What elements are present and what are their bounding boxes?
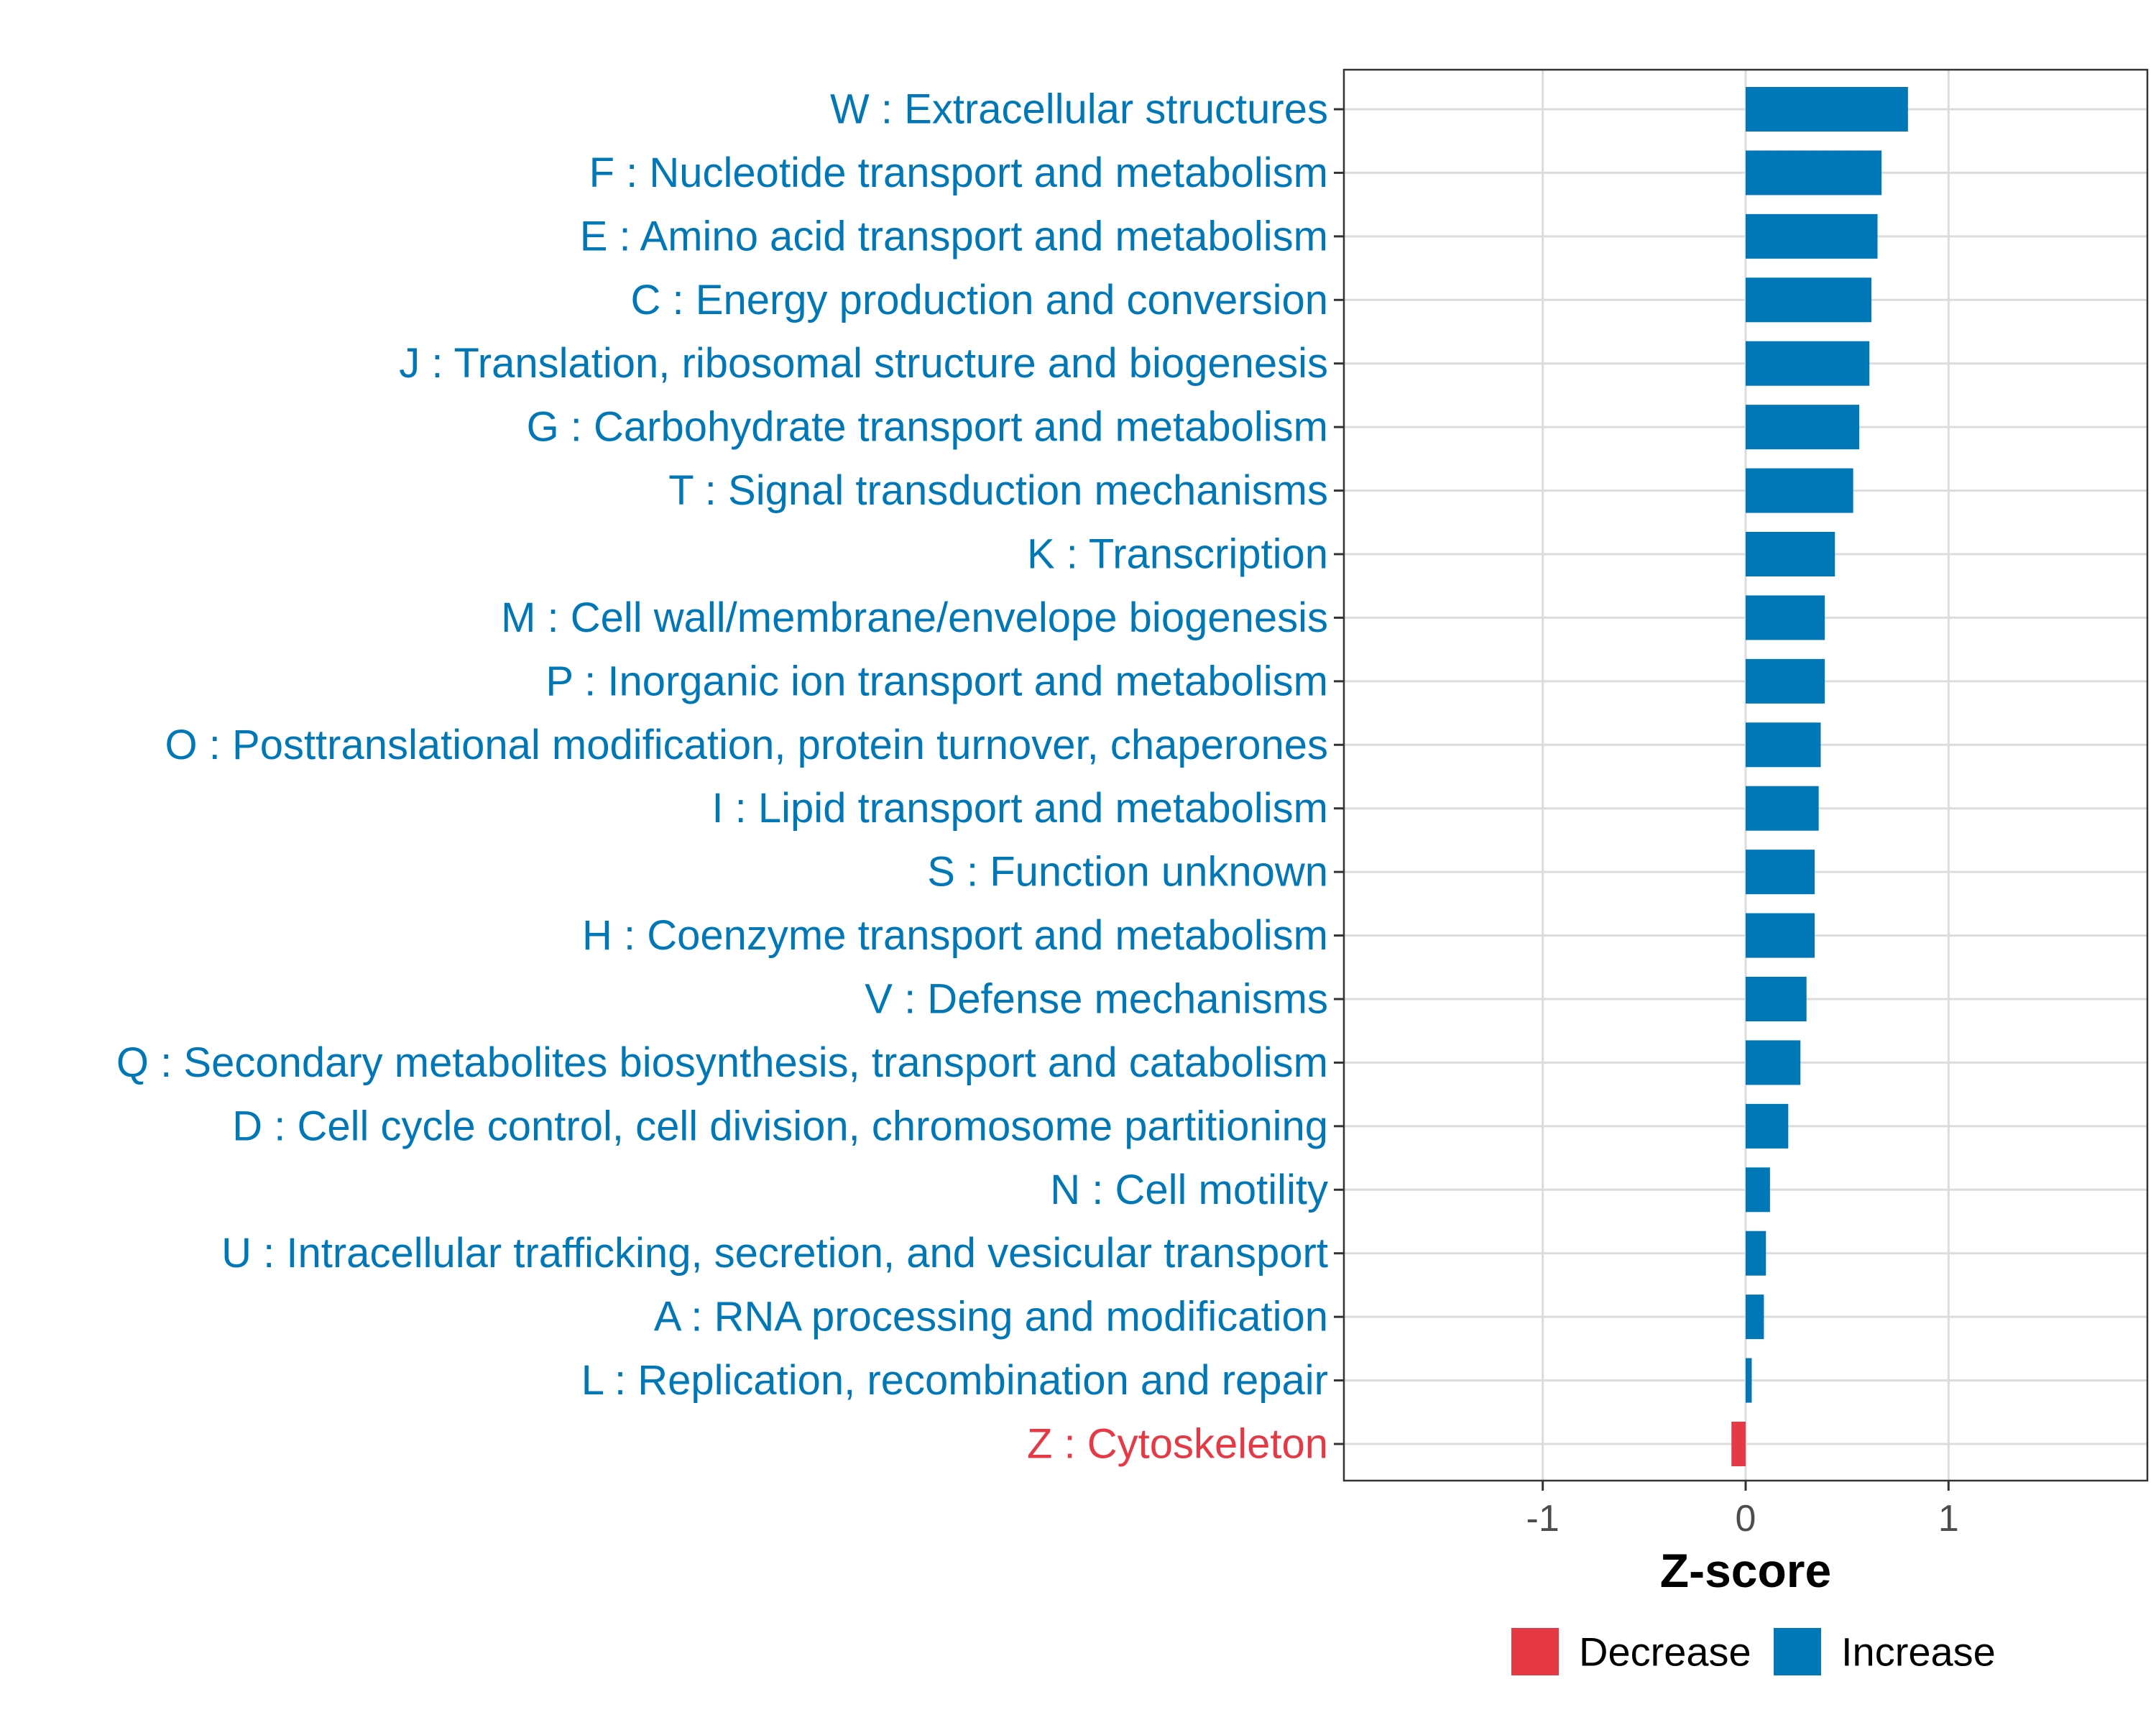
bar bbox=[1746, 1167, 1770, 1213]
x-axis-title: Z-score bbox=[1660, 1544, 1831, 1597]
x-tick-label: 0 bbox=[1736, 1498, 1756, 1540]
bar bbox=[1746, 1103, 1789, 1149]
legend: Decrease Increase bbox=[1511, 1628, 1996, 1675]
bars bbox=[1731, 87, 1908, 1466]
category-label: C : Energy production and conversion bbox=[631, 277, 1328, 323]
bar bbox=[1746, 1358, 1752, 1403]
bar bbox=[1746, 1040, 1801, 1085]
bar bbox=[1746, 913, 1815, 958]
bar bbox=[1746, 532, 1835, 576]
bar bbox=[1746, 1294, 1764, 1340]
category-label: P : Inorganic ion transport and metaboli… bbox=[545, 658, 1328, 704]
legend-swatch bbox=[1511, 1628, 1559, 1675]
category-label: V : Defense mechanisms bbox=[865, 976, 1328, 1023]
category-label: H : Coenzyme transport and metabolism bbox=[582, 912, 1328, 959]
bar bbox=[1746, 87, 1908, 132]
bar bbox=[1746, 786, 1819, 831]
category-label: A : RNA processing and modification bbox=[654, 1294, 1328, 1340]
bar bbox=[1731, 1422, 1746, 1466]
category-label: J : Translation, ribosomal structure and… bbox=[399, 340, 1328, 387]
bar bbox=[1746, 658, 1825, 704]
bar bbox=[1746, 468, 1853, 513]
legend-label: Increase bbox=[1841, 1629, 1996, 1675]
category-label: K : Transcription bbox=[1027, 531, 1328, 578]
y-axis-ticks bbox=[1334, 108, 1344, 1445]
x-axis-ticks: -1 0 1 bbox=[1526, 1481, 1959, 1540]
bar bbox=[1746, 341, 1870, 386]
x-tick-label: 1 bbox=[1938, 1498, 1959, 1540]
category-label: U : Intracellular trafficking, secretion… bbox=[221, 1230, 1328, 1276]
category-label: T : Signal transduction mechanisms bbox=[668, 467, 1328, 514]
category-label: G : Carbohydrate transport and metabolis… bbox=[527, 404, 1328, 451]
legend-swatch bbox=[1774, 1628, 1821, 1675]
category-label: L : Replication, recombination and repai… bbox=[581, 1357, 1328, 1404]
bar bbox=[1746, 595, 1825, 640]
category-label: M : Cell wall/membrane/envelope biogenes… bbox=[501, 594, 1328, 641]
category-label: S : Function unknown bbox=[927, 849, 1328, 896]
x-tick-label: -1 bbox=[1526, 1498, 1560, 1540]
bar bbox=[1746, 977, 1807, 1021]
category-label: F : Nucleotide transport and metabolism bbox=[589, 150, 1328, 196]
category-label: N : Cell motility bbox=[1050, 1167, 1328, 1213]
legend-label: Decrease bbox=[1579, 1629, 1751, 1675]
y-axis-labels: W : Extracellular structures F : Nucleoti… bbox=[116, 86, 1328, 1468]
bar bbox=[1746, 213, 1878, 259]
bar bbox=[1746, 150, 1882, 196]
category-label: Q : Secondary metabolites biosynthesis, … bbox=[116, 1039, 1328, 1086]
bar bbox=[1746, 850, 1815, 895]
category-label: I : Lipid transport and metabolism bbox=[711, 785, 1328, 832]
category-label: D : Cell cycle control, cell division, c… bbox=[232, 1103, 1328, 1149]
category-label: Z : Cytoskeleton bbox=[1027, 1421, 1328, 1468]
category-label: E : Amino acid transport and metabolism bbox=[580, 213, 1328, 259]
bar bbox=[1746, 722, 1821, 768]
bar bbox=[1746, 1230, 1766, 1276]
bar bbox=[1746, 405, 1860, 450]
category-label: O : Posttranslational modification, prot… bbox=[165, 722, 1328, 768]
category-label: W : Extracellular structures bbox=[830, 86, 1328, 133]
bar bbox=[1746, 277, 1872, 323]
